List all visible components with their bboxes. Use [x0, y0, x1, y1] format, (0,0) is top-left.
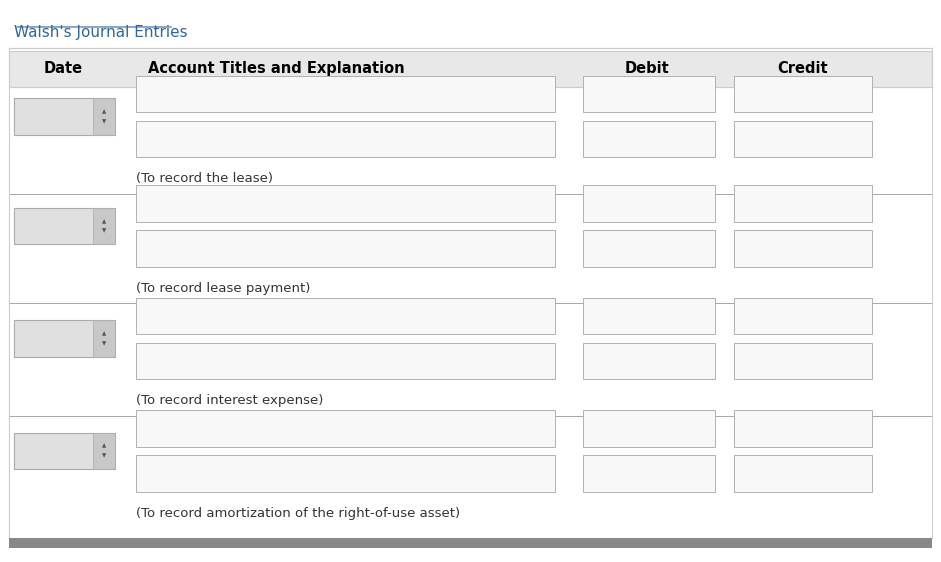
FancyBboxPatch shape: [583, 185, 715, 222]
FancyBboxPatch shape: [92, 433, 115, 469]
FancyBboxPatch shape: [734, 410, 872, 447]
Text: Walsh's Journal Entries: Walsh's Journal Entries: [14, 25, 188, 40]
FancyBboxPatch shape: [136, 76, 555, 112]
FancyBboxPatch shape: [14, 433, 115, 469]
FancyBboxPatch shape: [92, 208, 115, 244]
Text: ▼: ▼: [102, 119, 105, 124]
Text: ▲: ▲: [102, 332, 105, 336]
FancyBboxPatch shape: [92, 98, 115, 135]
FancyBboxPatch shape: [583, 455, 715, 492]
Text: Account Titles and Explanation: Account Titles and Explanation: [148, 61, 405, 76]
FancyBboxPatch shape: [734, 121, 872, 157]
Text: ▼: ▼: [102, 341, 105, 346]
FancyBboxPatch shape: [136, 343, 555, 379]
FancyBboxPatch shape: [734, 455, 872, 492]
FancyBboxPatch shape: [14, 208, 115, 244]
FancyBboxPatch shape: [136, 121, 555, 157]
Text: ▼: ▼: [102, 454, 105, 458]
FancyBboxPatch shape: [583, 410, 715, 447]
FancyBboxPatch shape: [583, 343, 715, 379]
Text: ▼: ▼: [102, 229, 105, 233]
FancyBboxPatch shape: [734, 76, 872, 112]
FancyBboxPatch shape: [92, 320, 115, 357]
Text: (To record interest expense): (To record interest expense): [136, 394, 324, 407]
FancyBboxPatch shape: [136, 298, 555, 334]
FancyBboxPatch shape: [136, 230, 555, 267]
FancyBboxPatch shape: [734, 185, 872, 222]
FancyBboxPatch shape: [583, 121, 715, 157]
FancyBboxPatch shape: [14, 320, 115, 357]
Text: ▲: ▲: [102, 110, 105, 114]
FancyBboxPatch shape: [583, 298, 715, 334]
FancyBboxPatch shape: [9, 51, 932, 87]
FancyBboxPatch shape: [136, 410, 555, 447]
FancyBboxPatch shape: [9, 538, 932, 548]
Text: Credit: Credit: [777, 61, 827, 76]
FancyBboxPatch shape: [583, 76, 715, 112]
FancyBboxPatch shape: [583, 230, 715, 267]
Text: ▲: ▲: [102, 219, 105, 224]
Text: (To record amortization of the right-of-use asset): (To record amortization of the right-of-…: [136, 506, 460, 520]
FancyBboxPatch shape: [136, 185, 555, 222]
FancyBboxPatch shape: [734, 230, 872, 267]
FancyBboxPatch shape: [136, 455, 555, 492]
FancyBboxPatch shape: [734, 298, 872, 334]
Text: Date: Date: [44, 61, 83, 76]
Text: (To record the lease): (To record the lease): [136, 172, 274, 185]
FancyBboxPatch shape: [734, 343, 872, 379]
FancyBboxPatch shape: [14, 98, 115, 135]
Text: ▲: ▲: [102, 444, 105, 448]
Text: Debit: Debit: [625, 61, 669, 76]
Text: (To record lease payment): (To record lease payment): [136, 282, 311, 295]
